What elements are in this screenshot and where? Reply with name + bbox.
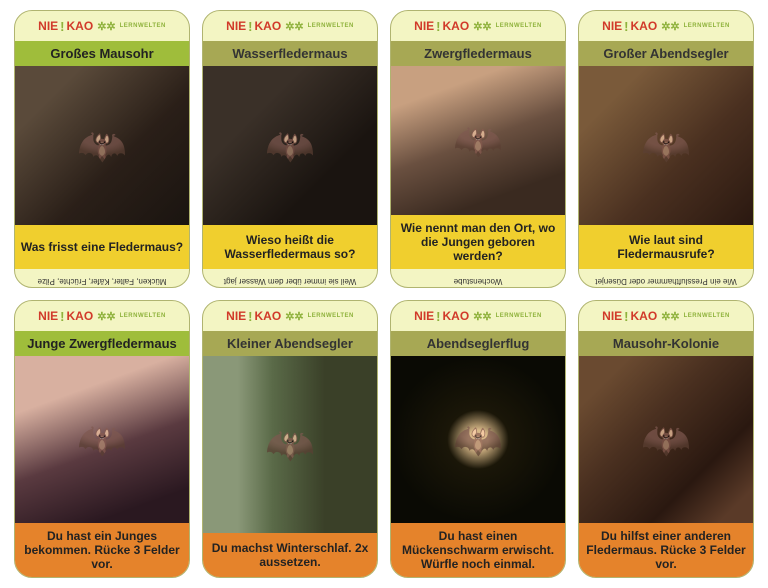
card-question: Wie laut sind Fledermausrufe?: [579, 225, 753, 269]
logo-subtitle: LERNWELTEN: [496, 313, 542, 319]
card-title: Junge Zwergfledermaus: [15, 331, 189, 356]
logo: NIE!KAO✲✲ LERNWELTEN: [203, 301, 377, 331]
card-title: Großer Abendsegler: [579, 41, 753, 66]
card-answer: Mücken, Falter, Käfer, Früchte, Pilze: [15, 269, 189, 287]
card-action: Du machst Winterschlaf. 2x aussetzen.: [203, 533, 377, 577]
bat-icon: 🦇: [641, 122, 691, 169]
logo-subtitle: LERNWELTEN: [120, 313, 166, 319]
logo-excl: !: [624, 19, 628, 34]
card-action: Du hilfst einer anderen Fledermaus. Rück…: [579, 523, 753, 577]
card-title: Zwergfledermaus: [391, 41, 565, 66]
bat-image: 🦇: [203, 66, 377, 225]
logo-excl: !: [248, 309, 252, 324]
logo-subtitle: LERNWELTEN: [496, 23, 542, 29]
bat-image: 🦇: [579, 66, 753, 225]
bat-icon: 🦇: [265, 421, 315, 468]
bat-image: 🦇: [579, 356, 753, 523]
logo-nie: NIE: [226, 19, 246, 33]
logo: NIE!KAO✲✲ LERNWELTEN: [391, 11, 565, 41]
logo-excl: !: [248, 19, 252, 34]
card-row-1: NIE!KAO✲✲LERNWELTEN Großes Mausohr 🦇 Was…: [14, 10, 754, 288]
logo-flower-icon: ✲✲: [97, 310, 115, 323]
bat-icon: 🦇: [77, 416, 127, 463]
logo-nie: NIE: [38, 19, 58, 33]
logo: NIE!KAO✲✲ LERNWELTEN: [579, 11, 753, 41]
logo-nie: NIE: [414, 19, 434, 33]
logo-subtitle: LERNWELTEN: [308, 313, 354, 319]
logo-subtitle: LERNWELTEN: [120, 23, 166, 29]
logo-flower-icon: ✲✲: [285, 20, 303, 33]
logo-kao: KAO: [67, 19, 94, 33]
bat-image: 🦇: [391, 66, 565, 215]
logo-nie: NIE: [38, 309, 58, 323]
card-title: Kleiner Abendsegler: [203, 331, 377, 356]
card-mausohr-kolonie: NIE!KAO✲✲ LERNWELTEN Mausohr-Kolonie 🦇 Du…: [578, 300, 754, 578]
bat-icon: 🦇: [265, 122, 315, 169]
logo: NIE!KAO✲✲ LERNWELTEN: [15, 301, 189, 331]
logo-nie: NIE: [414, 309, 434, 323]
logo-kao: KAO: [443, 19, 470, 33]
logo: NIE!KAO✲✲ LERNWELTEN: [579, 301, 753, 331]
logo-subtitle: LERNWELTEN: [308, 23, 354, 29]
logo-excl: !: [60, 19, 64, 34]
card-abendseglerflug: NIE!KAO✲✲ LERNWELTEN Abendseglerflug 🦇 Du…: [390, 300, 566, 578]
card-action: Du hast einen Mückenschwarm erwischt. Wü…: [391, 523, 565, 577]
logo-nie: NIE: [602, 19, 622, 33]
logo-excl: !: [624, 309, 628, 324]
logo-kao: KAO: [67, 309, 94, 323]
logo-flower-icon: ✲✲: [473, 20, 491, 33]
logo: NIE!KAO✲✲ LERNWELTEN: [203, 11, 377, 41]
logo: NIE!KAO✲✲ LERNWELTEN: [391, 301, 565, 331]
logo-flower-icon: ✲✲: [97, 20, 115, 33]
logo-kao: KAO: [631, 309, 658, 323]
card-action: Du hast ein Junges bekommen. Rücke 3 Fel…: [15, 523, 189, 577]
bat-image: 🦇: [15, 356, 189, 523]
card-title: Mausohr-Kolonie: [579, 331, 753, 356]
card-kleiner-abendsegler: NIE!KAO✲✲LERNWELTEN Kleiner Abendsegler …: [202, 300, 378, 578]
card-row-2: NIE!KAO✲✲LERNWELTEN Junge Zwergfledermau…: [14, 300, 754, 578]
logo-nie: NIE: [602, 309, 622, 323]
card-answer: Wie ein Presslufthammer oder Düsenjet: [579, 269, 753, 287]
logo: NIE!KAO✲✲ LERNWELTEN: [15, 11, 189, 41]
bat-image: 🦇: [15, 66, 189, 225]
card-answer: Weil sie immer über dem Wasser jagt: [203, 269, 377, 287]
logo-excl: !: [60, 309, 64, 324]
card-question: Was frisst eine Fledermaus?: [15, 225, 189, 269]
card-grosser-abendsegler: NIE!KAO✲✲ LERNWELTEN Großer Abendsegler 🦇…: [578, 10, 754, 288]
logo-subtitle: LERNWELTEN: [684, 23, 730, 29]
card-title: Wasserfledermaus: [203, 41, 377, 66]
card-question: Wieso heißt die Wasserfledermaus so?: [203, 225, 377, 269]
card-zwergfledermaus: NIE!KAO✲✲ LERNWELTEN Zwergfledermaus 🦇 Wi…: [390, 10, 566, 288]
card-title: Abendseglerflug: [391, 331, 565, 356]
bat-image: 🦇: [203, 356, 377, 533]
logo-kao: KAO: [255, 309, 282, 323]
logo-flower-icon: ✲✲: [661, 310, 679, 323]
logo-nie: NIE: [226, 309, 246, 323]
bat-icon: 🦇: [641, 416, 691, 463]
bat-image: 🦇: [391, 356, 565, 523]
card-wasserfledermaus: NIE!KAO✲✲ LERNWELTEN Wasserfledermaus 🦇 W…: [202, 10, 378, 288]
logo-kao: KAO: [443, 309, 470, 323]
bat-icon: 🦇: [453, 117, 503, 164]
logo-kao: KAO: [255, 19, 282, 33]
card-question: Wie nennt man den Ort, wo die Jungen geb…: [391, 215, 565, 269]
card-junge-zwergfledermaus: NIE!KAO✲✲ LERNWELTEN Junge Zwergfledermau…: [14, 300, 190, 578]
bat-icon: 🦇: [77, 122, 127, 169]
logo-subtitle: LERNWELTEN: [684, 313, 730, 319]
card-grosses-mausohr: NIE!KAO✲✲ LERNWELTEN Großes Mausohr 🦇 Was…: [14, 10, 190, 288]
logo-excl: !: [436, 309, 440, 324]
logo-flower-icon: ✲✲: [473, 310, 491, 323]
logo-flower-icon: ✲✲: [285, 310, 303, 323]
card-title: Großes Mausohr: [15, 41, 189, 66]
logo-excl: !: [436, 19, 440, 34]
card-answer: Wochenstube: [391, 269, 565, 287]
bat-icon: 🦇: [453, 416, 503, 463]
logo-kao: KAO: [631, 19, 658, 33]
logo-flower-icon: ✲✲: [661, 20, 679, 33]
